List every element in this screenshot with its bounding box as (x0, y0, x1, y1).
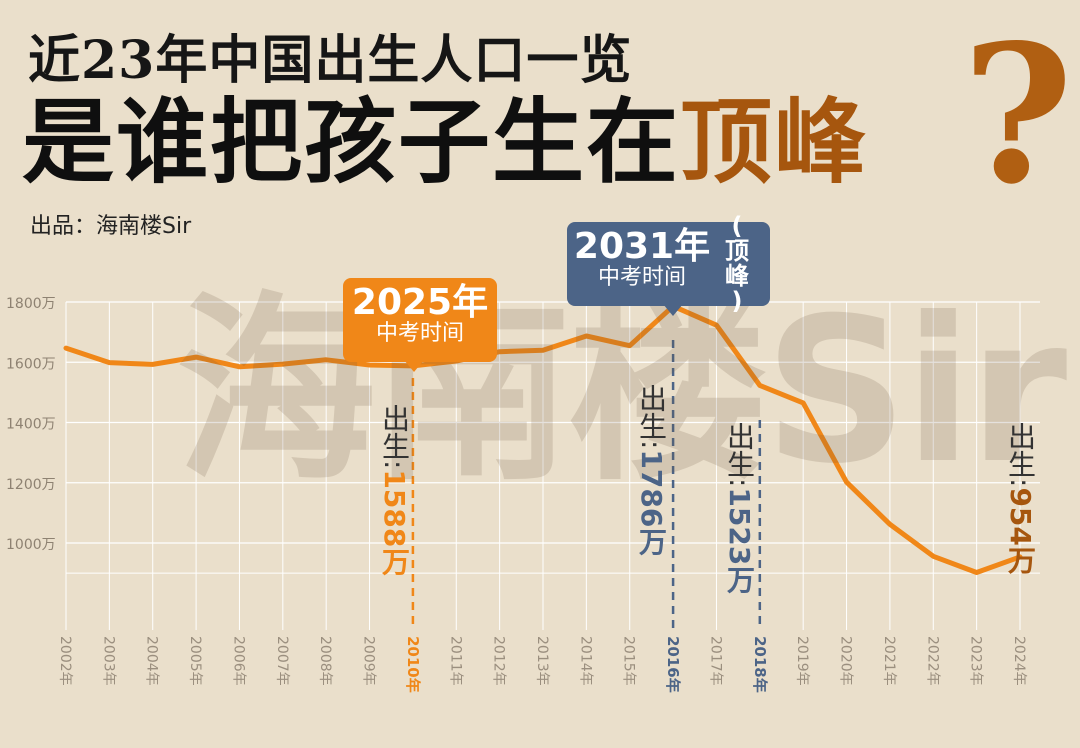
x-tick-label: 2002年 (57, 636, 73, 686)
y-tick-label: 1800万 (6, 296, 56, 312)
watermark: 海南楼Sir (176, 275, 1067, 508)
birth-label-2010: 出生:1588万 (378, 404, 411, 576)
x-tick-label: 2012年 (491, 636, 507, 686)
x-tick-label: 2003年 (100, 636, 116, 686)
peak-tag-open: ( (731, 211, 743, 240)
title-line-1: 近23年中国出生人口一览 (28, 30, 633, 91)
callout-2025-caption: 中考时间 (375, 320, 464, 346)
y-tick-label: 1600万 (6, 356, 56, 372)
x-tick-label: 2023年 (968, 636, 984, 686)
callout-2025-year: 2025年 (351, 282, 489, 323)
birth-label-2016: 出生:1786万 (635, 384, 668, 556)
credit-text: 出品：海南楼Sir (30, 214, 192, 239)
birth-label-2024-prefix: 出生: (1004, 422, 1037, 488)
y-tick-label: 1200万 (6, 477, 56, 493)
birth-label-2024-value: 954万 (1004, 487, 1037, 574)
x-tick-label: 2020年 (838, 636, 854, 686)
x-tick-label: 2019年 (794, 636, 810, 686)
x-tick-label: 2010年 (404, 636, 422, 693)
birth-label-2010-value: 1588万 (378, 469, 411, 576)
callout-2025: 2025年 中考时间 (343, 278, 497, 362)
x-tick-label: 2018年 (751, 636, 769, 693)
birth-label-2016-value: 1786万 (635, 449, 668, 556)
callout-2031-year: 2031年 (573, 226, 711, 267)
x-tick-label: 2005年 (187, 636, 203, 686)
peak-tag-char-1: 顶 (725, 236, 749, 265)
x-tick-label: 2011年 (447, 636, 463, 686)
x-tick-label: 2021年 (881, 636, 897, 686)
callout-2031-peak-tag: ( 顶 峰 ) (717, 213, 757, 314)
birth-label-2018-value: 1523万 (723, 487, 756, 594)
peak-tag-char-2: 峰 (725, 262, 749, 290)
x-tick-label: 2014年 (577, 636, 593, 686)
callout-2031-caption: 中考时间 (597, 264, 686, 290)
x-tick-label: 2013年 (534, 636, 550, 686)
birth-line-series (63, 303, 1023, 575)
x-tick-label: 2024年 (1011, 636, 1027, 686)
birth-label-2018: 出生:1523万 (723, 422, 756, 594)
x-tick-label: 2017年 (707, 636, 723, 686)
title-line-2-highlight: 顶峰 (680, 88, 869, 196)
y-tick-label: 1400万 (6, 417, 56, 433)
x-tick-label: 2007年 (274, 636, 290, 686)
x-tick-label: 2004年 (144, 636, 160, 686)
x-tick-label: 2016年 (664, 636, 682, 693)
callout-2031-pointer (663, 304, 683, 316)
x-tick-label: 2008年 (317, 636, 333, 686)
question-mark: ? (962, 3, 1074, 226)
x-tick-label: 2015年 (621, 636, 637, 686)
y-tick-label: 1000万 (6, 537, 56, 553)
birth-label-2010-prefix: 出生: (378, 404, 411, 470)
x-tick-label: 2022年 (924, 636, 940, 686)
birth-label-2018-prefix: 出生: (723, 422, 756, 488)
peak-tag-close: ) (731, 287, 743, 316)
title-line-2: 是谁把孩子生在顶峰 (22, 91, 868, 193)
callout-2031: 2031年 中考时间 ( 顶 峰 ) (567, 213, 770, 314)
x-tick-label: 2006年 (230, 636, 246, 686)
title-line-2-prefix: 是谁把孩子生在 (22, 88, 681, 196)
callout-2025-pointer (404, 360, 424, 372)
birth-label-2024: 出生:954万 (1004, 422, 1037, 574)
birth-label-2016-prefix: 出生: (635, 384, 668, 450)
x-tick-label: 2009年 (361, 636, 377, 686)
